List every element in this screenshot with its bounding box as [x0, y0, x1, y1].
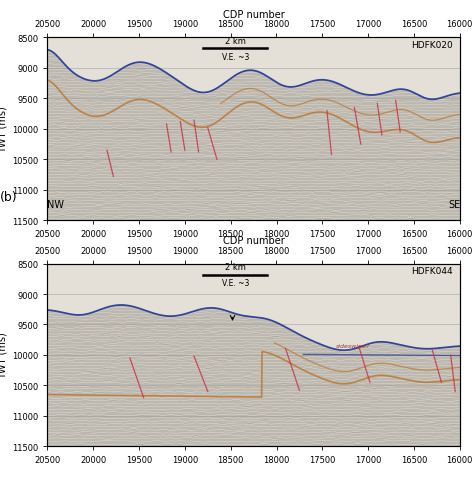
Text: sideswipe?: sideswipe? — [336, 343, 370, 348]
Text: SE: SE — [448, 199, 460, 209]
Text: (b): (b) — [0, 191, 18, 204]
Text: HDFK020: HDFK020 — [410, 41, 453, 50]
X-axis label: CDP number: CDP number — [223, 10, 284, 20]
Text: 2 km: 2 km — [225, 37, 246, 46]
Text: V.E. ~3: V.E. ~3 — [221, 278, 249, 288]
Text: NW: NW — [47, 199, 64, 209]
Text: V.E. ~3: V.E. ~3 — [221, 53, 249, 62]
Y-axis label: TWT (ms): TWT (ms) — [0, 332, 8, 379]
Text: HDFK044: HDFK044 — [411, 267, 453, 276]
X-axis label: CDP number: CDP number — [223, 235, 284, 245]
Y-axis label: TWT (ms): TWT (ms) — [0, 106, 8, 153]
Text: 2 km: 2 km — [225, 263, 246, 272]
